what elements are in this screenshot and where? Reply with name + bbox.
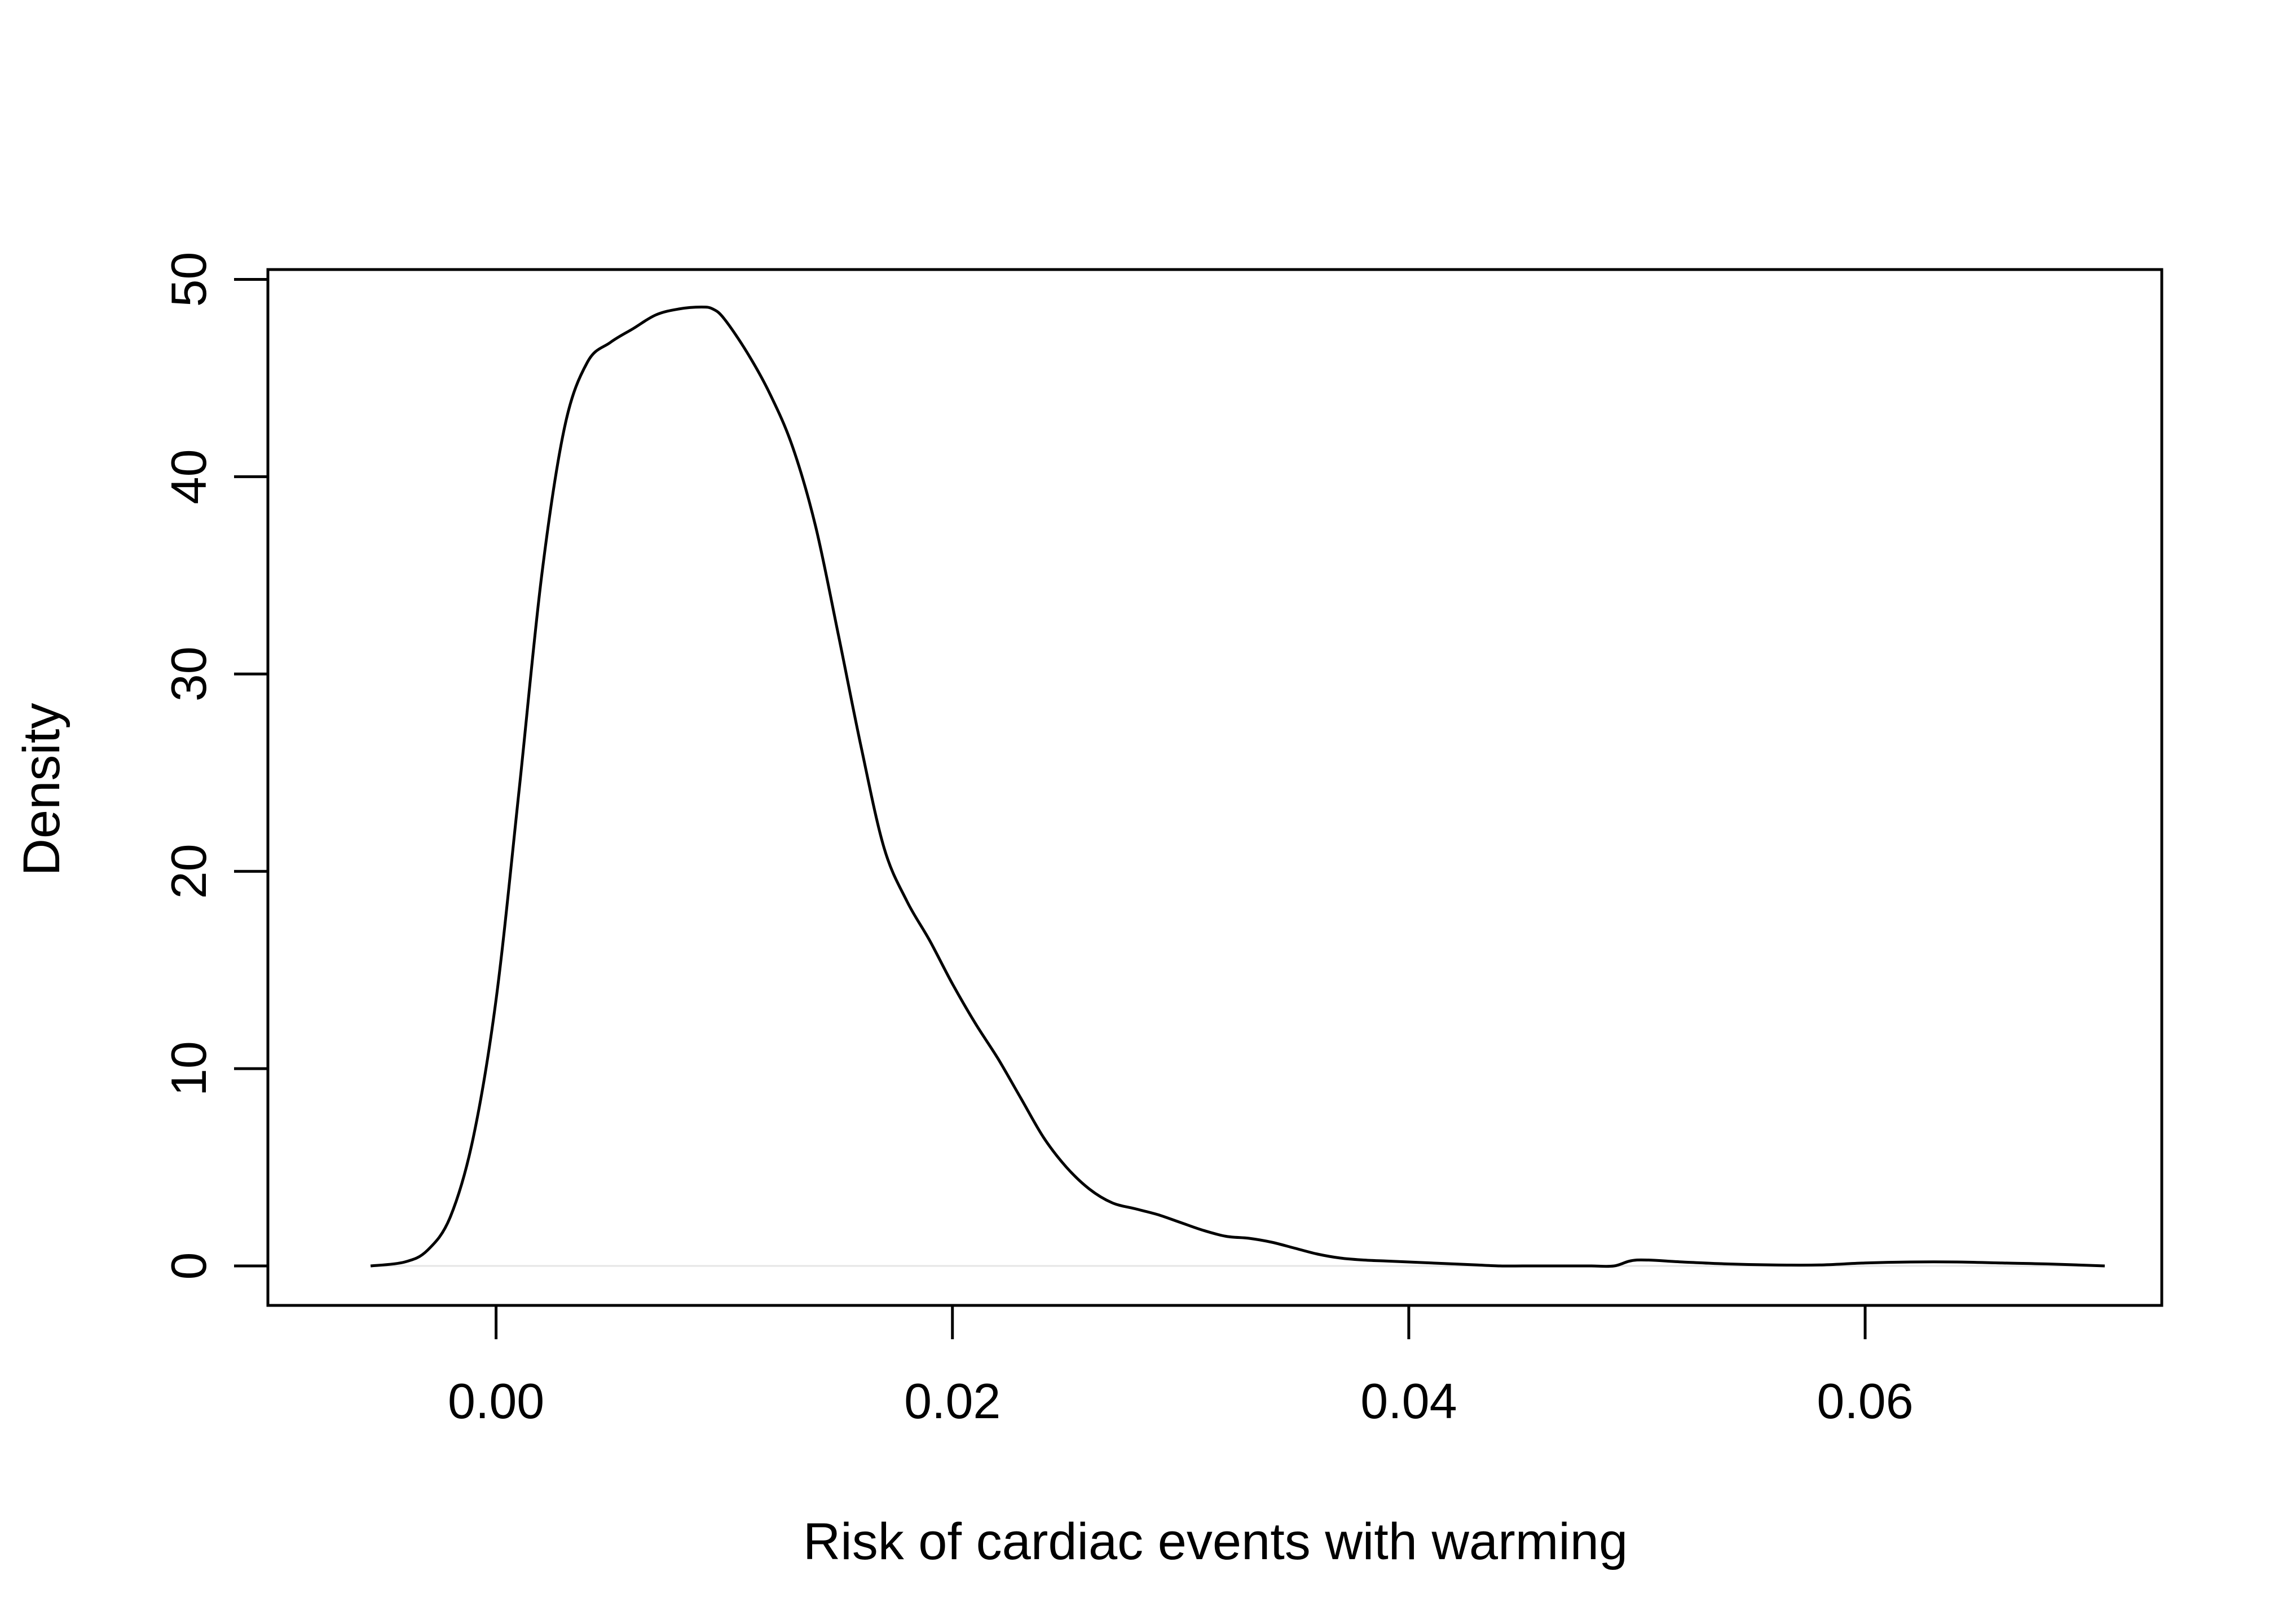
y-tick-label: 20 xyxy=(161,844,217,899)
x-axis-title: Risk of cardiac events with warming xyxy=(803,1513,1628,1570)
density-curve xyxy=(370,306,2105,1268)
x-axis: 0.00 0.02 0.04 0.06 xyxy=(448,1304,1914,1429)
y-tick-label: 50 xyxy=(161,252,217,307)
x-tick-label: 0.04 xyxy=(1360,1373,1457,1429)
y-tick-label: 30 xyxy=(161,646,217,701)
y-axis-title: Density xyxy=(13,703,70,876)
plot-frame xyxy=(266,268,2163,1307)
y-tick-label: 10 xyxy=(161,1041,217,1096)
x-tick-label: 0.06 xyxy=(1817,1373,1913,1429)
y-tick-label: 40 xyxy=(161,449,217,504)
y-tick-label: 0 xyxy=(161,1252,217,1280)
y-axis: 0 10 20 30 40 50 xyxy=(161,252,270,1280)
x-tick-label: 0.02 xyxy=(904,1373,1001,1429)
x-tick-label: 0.00 xyxy=(448,1373,544,1429)
